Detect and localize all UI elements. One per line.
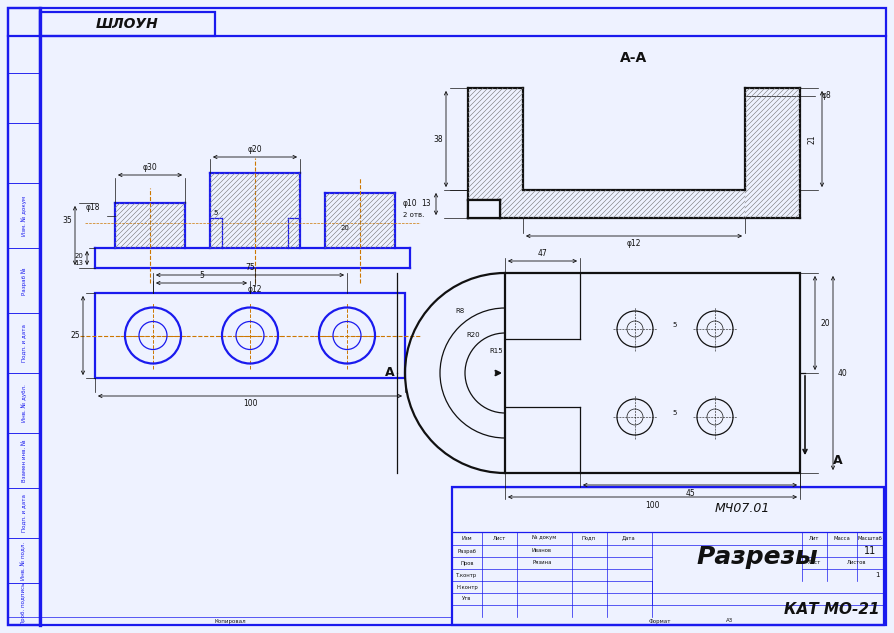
Text: Пров: Пров [460,560,474,565]
Text: Утв: Утв [462,596,472,601]
Text: φ10: φ10 [403,199,417,208]
Text: 40: 40 [839,368,848,377]
Text: ШЛОУН: ШЛОУН [96,17,158,31]
Text: φ18: φ18 [86,203,100,212]
Bar [468,200,500,218]
Text: Подп. и дата: Подп. и дата [21,324,27,362]
Bar [95,293,405,378]
Bar [452,487,884,625]
Bar [40,12,215,36]
Text: Лист: Лист [493,536,506,541]
Text: Масштаб: Масштаб [857,536,882,541]
Text: Формат: Формат [649,618,671,624]
Text: 11: 11 [864,546,876,556]
Text: 5: 5 [673,410,677,416]
Text: А3: А3 [726,618,734,624]
Text: 45: 45 [685,489,695,499]
Text: 5: 5 [214,210,218,216]
Text: Т.контр: Т.контр [457,572,477,577]
Text: 13: 13 [74,260,83,266]
Text: Разраб: Разраб [458,549,477,553]
Text: φ20: φ20 [248,146,262,154]
Text: 1: 1 [874,572,880,578]
Text: Листов: Листов [848,560,867,565]
Text: Лит: Лит [809,536,819,541]
Text: R15: R15 [489,348,502,354]
Text: 21: 21 [807,134,816,144]
Text: Подп: Подп [582,536,596,541]
Text: Разрезы: Разрезы [696,545,818,569]
Text: 25: 25 [71,331,80,340]
Text: 13: 13 [421,199,431,208]
Text: Иванов: Иванов [532,549,552,553]
Text: Лист: Лист [807,560,821,565]
Text: 47: 47 [537,249,547,258]
Text: A: A [385,367,395,380]
Text: 2 отв.: 2 отв. [403,212,425,218]
Text: № докум: № докум [532,536,556,541]
Text: Изм: Изм [461,536,472,541]
Text: Копировал: Копировал [215,618,246,624]
Text: Изм. № докум: Изм. № докум [21,196,27,236]
Text: Дата: Дата [622,536,636,541]
Text: 38: 38 [434,134,443,144]
Text: Рязина: Рязина [532,560,552,565]
Text: Инв. № подл.: Инв. № подл. [21,542,27,580]
Text: МЧ07.01: МЧ07.01 [714,503,770,515]
Bar [505,273,800,473]
Text: Взамен инв. №: Взамен инв. № [21,440,27,482]
Text: Проб. подпись: Проб. подпись [21,583,27,625]
Text: Масса: Масса [833,536,850,541]
Text: 20: 20 [341,225,350,231]
Text: φ12: φ12 [627,239,641,249]
Text: φ8: φ8 [822,92,831,101]
Text: Н.контр: Н.контр [456,584,478,589]
Text: А-А: А-А [620,51,647,65]
Text: Разраб №: Разраб № [21,267,27,295]
Text: φ12: φ12 [248,285,262,294]
Text: 20: 20 [74,253,83,259]
Text: 35: 35 [62,216,72,225]
Text: 20: 20 [820,318,830,327]
Text: 100: 100 [645,501,660,510]
Text: Подп. и дата: Подп. и дата [21,494,27,532]
Text: 5: 5 [673,322,677,328]
Text: A: A [833,454,843,468]
Text: 100: 100 [243,399,257,408]
Text: КАТ МО-21: КАТ МО-21 [784,601,880,617]
Text: R20: R20 [466,332,479,338]
Text: 5: 5 [199,270,204,280]
Text: Инв. № дубл.: Инв. № дубл. [21,384,27,422]
Text: φ30: φ30 [143,163,157,173]
Bar [8,8,40,625]
Text: 75: 75 [245,263,255,272]
Text: R8: R8 [455,308,464,314]
